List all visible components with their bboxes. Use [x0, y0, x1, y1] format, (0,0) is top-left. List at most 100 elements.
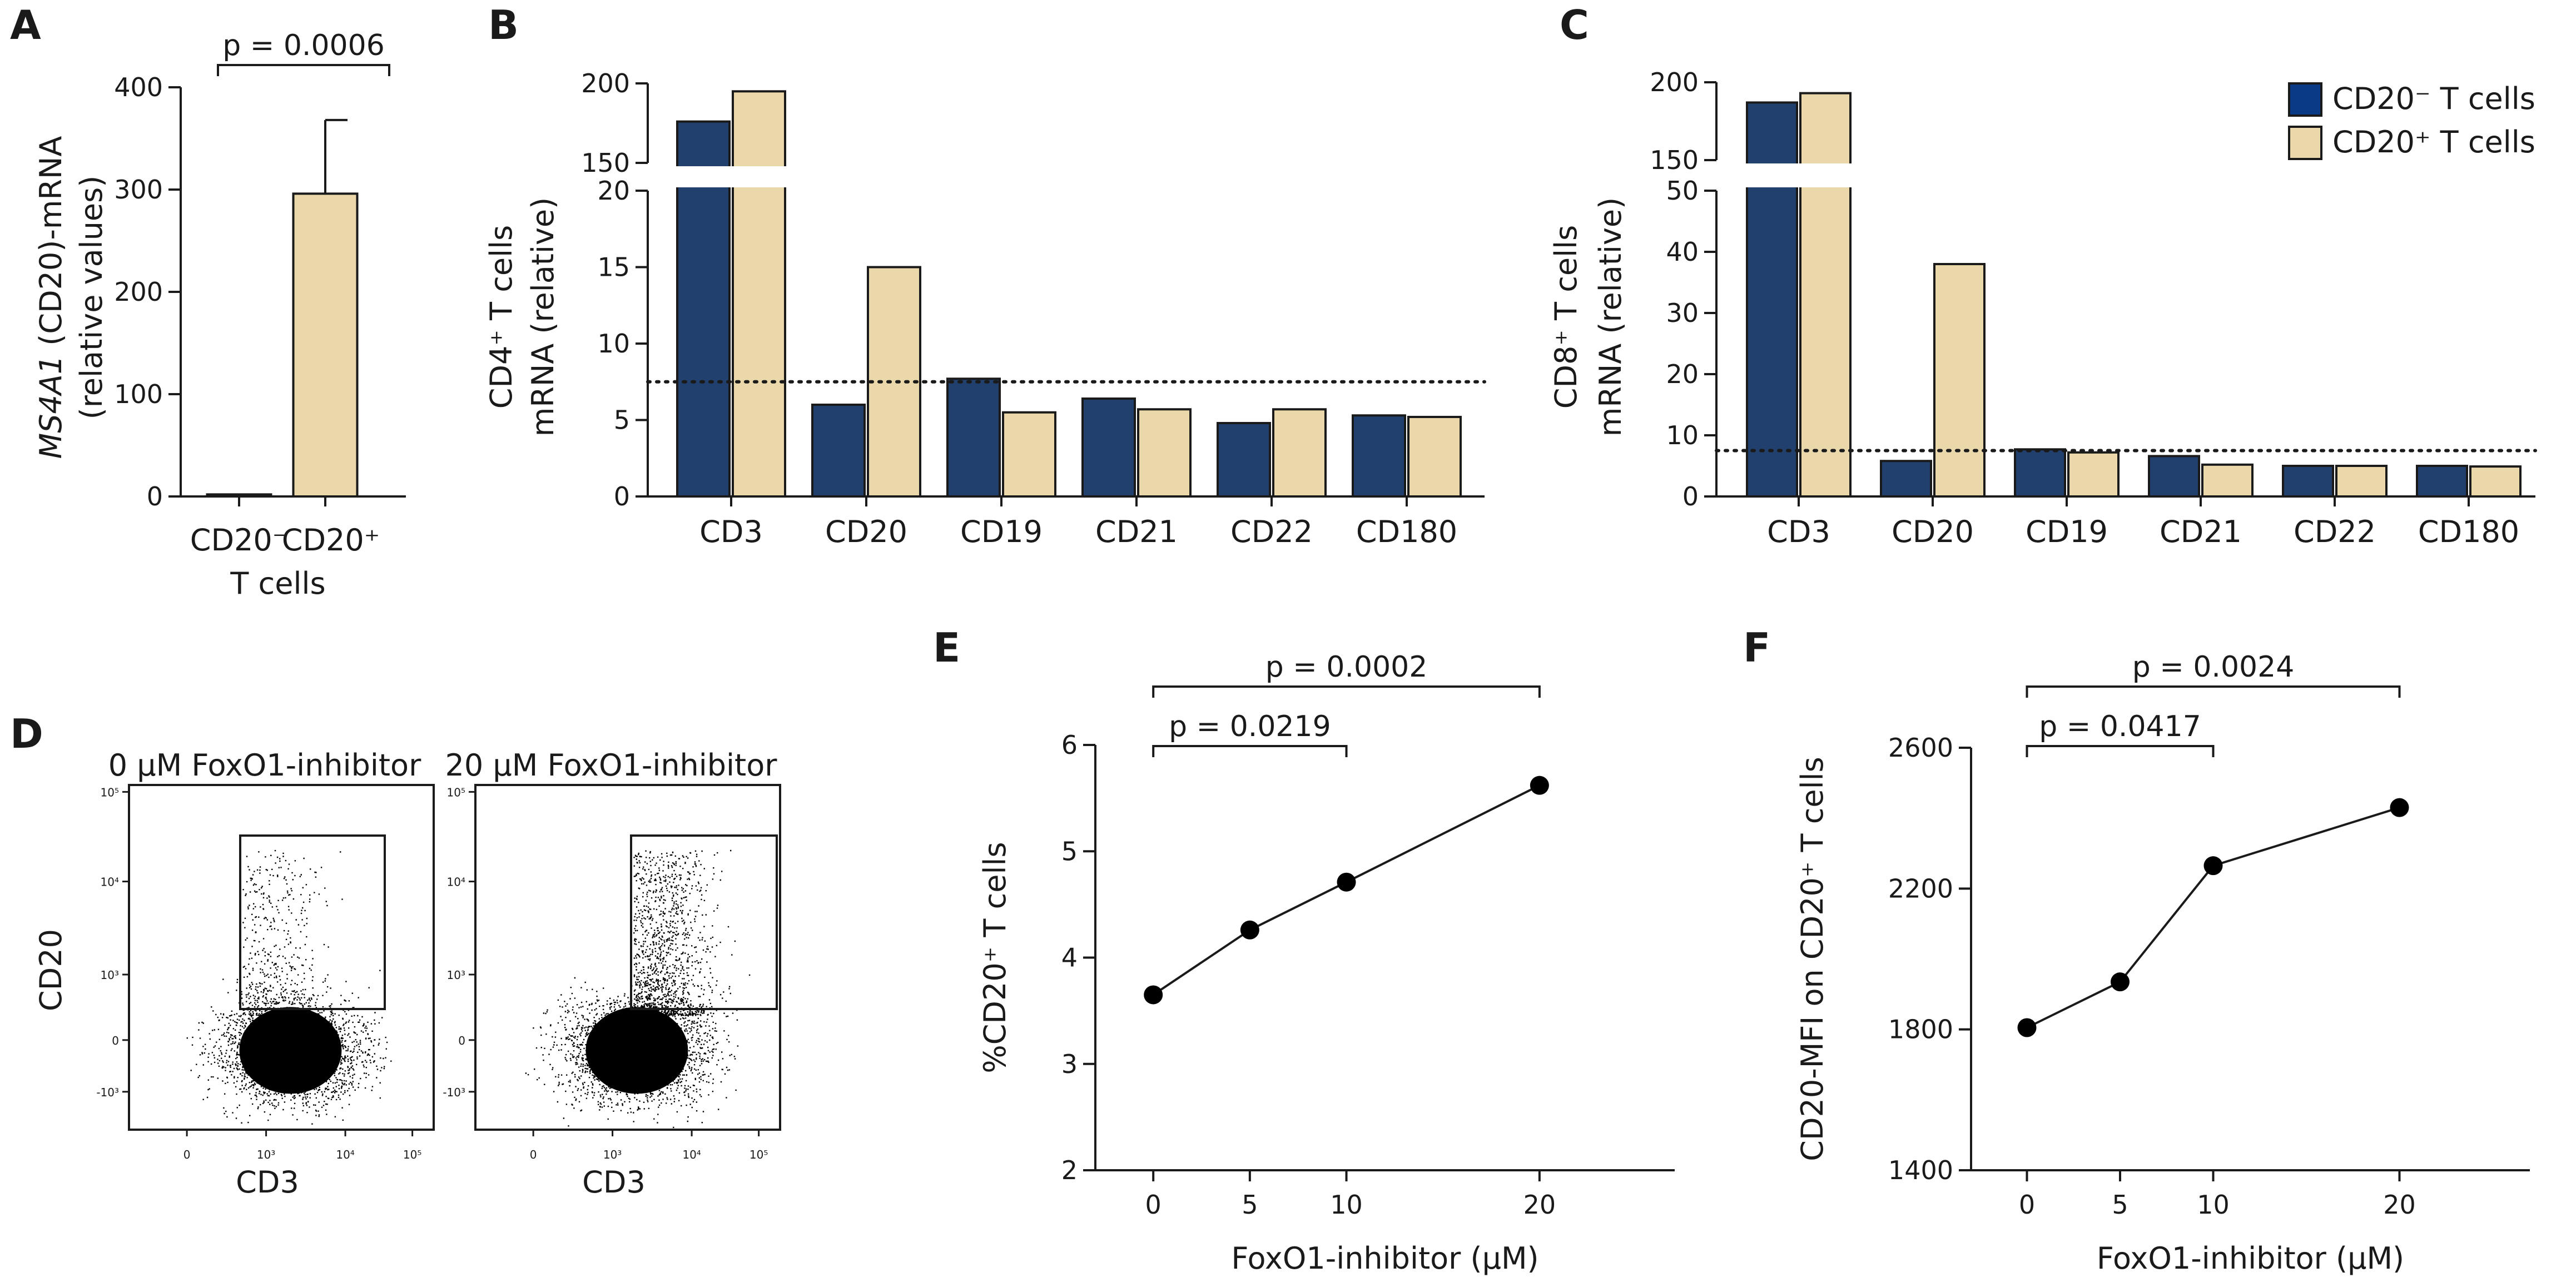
b-y-tick-label: 150: [581, 148, 630, 178]
c-bar-cd21-1: [2201, 463, 2254, 498]
f-x-tick-label: 5: [2112, 1190, 2128, 1220]
panel-letter-c: C: [1560, 2, 1589, 48]
a-x-title: T cells: [230, 566, 325, 601]
e-x-title: FoxO1-inhibitor (μM): [1231, 1241, 1538, 1276]
c-bar-cd21-0: [2148, 455, 2200, 498]
f-series-line: [2026, 806, 2400, 1029]
b-bar-cd180-0: [1352, 414, 1406, 498]
c-bar-cd19-1: [2067, 451, 2120, 498]
b-y-tick-label: 0: [614, 481, 630, 511]
b-bar-cd3-1: [732, 90, 786, 498]
e-pvalue-0: p = 0.0219: [1152, 710, 1348, 757]
c-x-label-cd180: CD180: [2418, 514, 2519, 549]
d-y-title: CD20: [33, 929, 68, 1011]
b-x-label-cd19: CD19: [960, 514, 1043, 549]
d-plot-frame: [474, 784, 781, 1131]
d-x-title-0: CD3: [236, 1165, 299, 1200]
f-point-10: [2203, 856, 2223, 876]
c-legend-label-0: CD20⁻ T cells: [2332, 81, 2535, 116]
a-y-tick-label: 200: [114, 277, 163, 307]
d-x-tick-label: 10³: [257, 1148, 275, 1161]
panel-letter-e: E: [933, 624, 960, 671]
b-bar-cd21-1: [1137, 408, 1192, 498]
b-y-title-line1: CD4⁺ T cells: [484, 225, 519, 409]
c-y-title-line2: mRNA (relative): [1593, 197, 1628, 436]
e-x-tick-label: 10: [1330, 1190, 1363, 1220]
d-y-tick-label: 10³: [447, 968, 465, 982]
e-pvalue-0-line: [1152, 745, 1348, 757]
e-y-tick-label: 5: [1061, 836, 1078, 866]
e-y-tick-label: 6: [1061, 730, 1078, 760]
d-y-tick-label: -10³: [443, 1086, 465, 1099]
d-y-tick-label: -10³: [96, 1086, 119, 1099]
c-bar-cd20-1: [1933, 263, 1986, 498]
d-flow-plot-0: 0 10³ 10⁴ 10⁵ -10³ 0 10³ 10⁴ 10⁵ 0 μM FoxO1-inhib…: [96, 748, 435, 1200]
d-y-tick-label: 10⁴: [447, 876, 465, 889]
c-legend-label-1: CD20⁺ T cells: [2332, 125, 2535, 160]
b-x-label-cd22: CD22: [1230, 514, 1313, 549]
panel-letter-b: B: [488, 2, 519, 48]
a-x-label-neg: CD20⁻: [190, 523, 289, 558]
d-x-tick-label: 0: [530, 1148, 537, 1161]
a-y-tick-label: 100: [114, 379, 163, 409]
a-y-tick-label: 400: [114, 72, 163, 102]
b-axis-break: [631, 166, 800, 187]
d-y-tick-label: 0: [112, 1034, 119, 1047]
e-y-tick-label: 4: [1061, 943, 1078, 973]
panel-letter-d: D: [10, 710, 43, 757]
f-pvalue-1-label: p = 0.0024: [2132, 650, 2295, 684]
e-pvalue-1-line: [1152, 685, 1541, 698]
e-series-line: [1153, 784, 1540, 996]
f-x-title: FoxO1-inhibitor (μM): [2097, 1241, 2404, 1276]
f-point-0: [2017, 1018, 2037, 1037]
a-y-title-rest: (CD20)-mRNA: [33, 136, 68, 355]
f-y-tick-label: 1400: [1888, 1155, 1953, 1185]
d-plot-title-1: 20 μM FoxO1-inhibitor: [445, 748, 778, 783]
b-y-tick-label: 20: [597, 176, 630, 206]
c-bar-cd22-0: [2282, 465, 2334, 498]
b-y-tick-label: 10: [597, 329, 630, 359]
e-point-10: [1337, 872, 1356, 892]
f-x-tick-label: 0: [2019, 1190, 2035, 1220]
e-point-20: [1530, 776, 1549, 795]
panel-letter-a: A: [10, 2, 41, 48]
c-bar-cd19-0: [2014, 448, 2066, 498]
c-legend-swatch-1: [2288, 126, 2322, 160]
b-x-label-cd3: CD3: [699, 514, 763, 549]
f-y-title: CD20-MFI on CD20⁺ T cells: [1795, 757, 1830, 1161]
d-y-tick-label: 10³: [101, 968, 119, 982]
d-cd20-gate: [239, 834, 386, 1010]
d-x-tick-label: 0: [183, 1148, 191, 1161]
e-y-tick-label: 3: [1061, 1049, 1078, 1079]
a-y-title-line1: MS4A1 (CD20)-mRNA: [33, 136, 68, 459]
f-y-tick-label: 2200: [1888, 873, 1953, 903]
c-axis-break: [1700, 163, 1865, 187]
c-y-tick-label: 10: [1666, 420, 1699, 450]
c-y-tick-label: 30: [1666, 298, 1699, 328]
b-x-label-cd20: CD20: [825, 514, 907, 549]
d-x-tick-label: 10⁴: [682, 1148, 701, 1161]
c-y-tick-label: 50: [1666, 176, 1699, 206]
d-plot-frame: [128, 784, 435, 1131]
b-bar-cd19-1: [1002, 411, 1056, 498]
d-event-dots: [525, 849, 751, 1129]
b-y-tick-label: 200: [581, 68, 630, 98]
b-y-tick-label: 5: [614, 405, 630, 435]
e-x-tick-label: 20: [1523, 1190, 1556, 1220]
a-pvalue-line: [217, 64, 390, 76]
d-x-tick-label: 10³: [603, 1148, 622, 1161]
c-x-label-cd20: CD20: [1892, 514, 1974, 549]
c-y-title-line1: CD8⁺ T cells: [1548, 225, 1584, 409]
c-legend-swatch-0: [2288, 82, 2322, 117]
a-y-title-line2: (relative values): [74, 176, 109, 420]
a-pvalue: p = 0.0006: [217, 29, 390, 76]
f-pvalue-0-line: [2026, 745, 2215, 757]
d-y-tick-label: 10⁴: [101, 876, 119, 889]
panel-letter-f: F: [1743, 624, 1770, 671]
c-bar-cd22-1: [2335, 465, 2388, 498]
f-pvalue-1: p = 0.0024: [2026, 650, 2401, 698]
f-point-5: [2111, 972, 2130, 992]
c-bar-cd180-0: [2416, 465, 2468, 498]
a-x-label-pos: CD20⁺: [282, 523, 380, 558]
